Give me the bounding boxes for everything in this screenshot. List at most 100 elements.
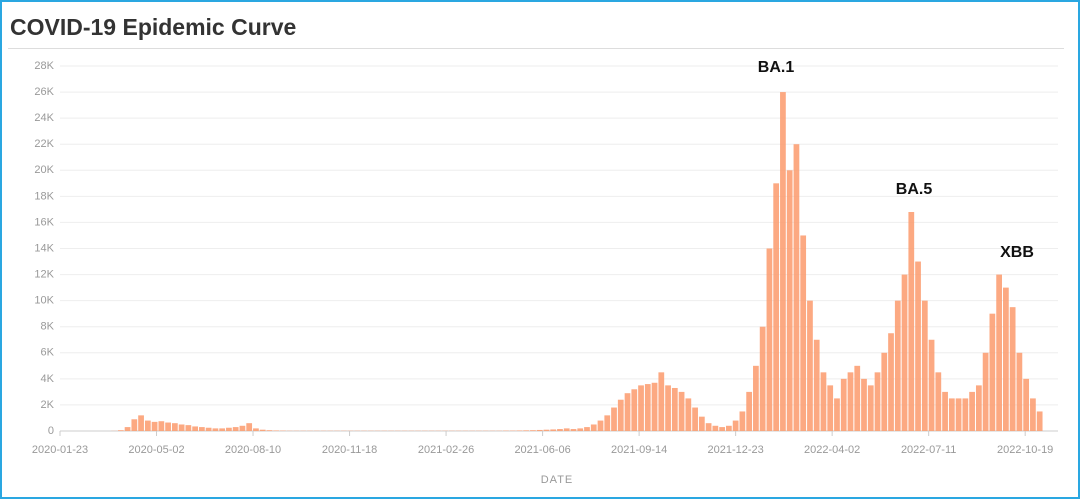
bar (705, 423, 712, 431)
bar (536, 429, 543, 431)
bar (584, 427, 590, 431)
bar (793, 144, 800, 431)
bar (117, 430, 124, 431)
bar (901, 274, 908, 431)
bar (266, 430, 273, 431)
bar (1009, 307, 1016, 431)
bar (577, 428, 584, 431)
y-tick-label: 18K (34, 190, 54, 202)
y-tick-label: 22K (34, 138, 54, 150)
bar (604, 415, 611, 431)
x-tick-label: 2022-10-19 (997, 444, 1053, 456)
bar (732, 420, 739, 431)
bar (935, 372, 942, 431)
bar (921, 300, 928, 431)
bar (624, 393, 631, 431)
bar (246, 423, 253, 431)
x-tick-label: 2020-05-02 (128, 444, 184, 456)
bar (523, 430, 530, 431)
bar (975, 385, 982, 431)
y-tick-label: 28K (34, 60, 54, 72)
bar (719, 427, 725, 431)
bar (753, 365, 759, 431)
bar (1003, 287, 1009, 431)
y-tick-label: 10K (34, 295, 54, 307)
x-tick-label: 2022-07-11 (901, 444, 956, 456)
bar (557, 429, 563, 431)
bar (820, 372, 827, 431)
bar (165, 422, 171, 431)
bar (570, 429, 577, 431)
bar (894, 300, 901, 431)
bar (800, 235, 807, 431)
bar (759, 326, 766, 431)
annotation: BA.5 (896, 181, 933, 198)
bar (253, 428, 259, 431)
bar (178, 424, 185, 431)
bar (996, 274, 1002, 431)
bar (827, 385, 834, 431)
y-tick-label: 2K (41, 399, 55, 411)
bar (854, 365, 861, 431)
bar (199, 427, 205, 431)
bar (671, 387, 678, 431)
bar (780, 92, 786, 432)
bar (685, 398, 692, 431)
bar (861, 378, 867, 431)
bar (888, 333, 894, 431)
bar (692, 407, 698, 431)
bar (590, 424, 597, 431)
bar (638, 385, 644, 431)
y-tick-label: 26K (34, 86, 54, 98)
bar (1030, 398, 1036, 431)
x-tick-label: 2021-09-14 (611, 444, 667, 456)
bar (1023, 378, 1030, 431)
bar (151, 421, 158, 431)
bar (867, 385, 874, 431)
chart-title: COVID-19 Epidemic Curve (10, 14, 297, 40)
bar (185, 425, 192, 431)
bar (239, 425, 246, 431)
bar (982, 352, 989, 431)
bar (739, 411, 746, 431)
bar (874, 372, 881, 431)
bar (273, 430, 280, 431)
bar (651, 382, 658, 431)
annotation: BA.1 (758, 59, 795, 76)
x-tick-label: 2022-04-02 (804, 444, 860, 456)
bar (766, 248, 773, 431)
bar (550, 429, 557, 431)
x-tick-label: 2020-08-10 (225, 444, 281, 456)
bar (617, 399, 624, 431)
bar (144, 420, 151, 431)
bar (516, 430, 523, 431)
bar (928, 339, 935, 431)
bar (678, 391, 685, 431)
bar (611, 407, 617, 431)
bar (1036, 411, 1043, 431)
y-tick-label: 8K (41, 321, 55, 333)
y-tick-label: 4K (41, 373, 55, 385)
y-tick-label: 0 (48, 425, 54, 437)
bar (563, 428, 570, 431)
y-tick-label: 16K (34, 216, 54, 228)
bar (834, 398, 840, 431)
bar (631, 389, 638, 431)
bar (219, 428, 226, 431)
bar (158, 421, 165, 431)
x-axis-title: DATE (541, 474, 574, 486)
bar (138, 415, 144, 431)
y-tick-label: 14K (34, 242, 54, 254)
bar (530, 430, 536, 431)
bar (989, 313, 996, 431)
x-tick-label: 2021-06-06 (514, 444, 570, 456)
bar (840, 378, 847, 431)
bar (644, 384, 651, 431)
bar (171, 423, 178, 431)
x-tick-label: 2020-11-18 (322, 444, 377, 456)
bar (915, 261, 921, 431)
bar (597, 420, 604, 431)
annotation: XBB (1000, 244, 1034, 261)
